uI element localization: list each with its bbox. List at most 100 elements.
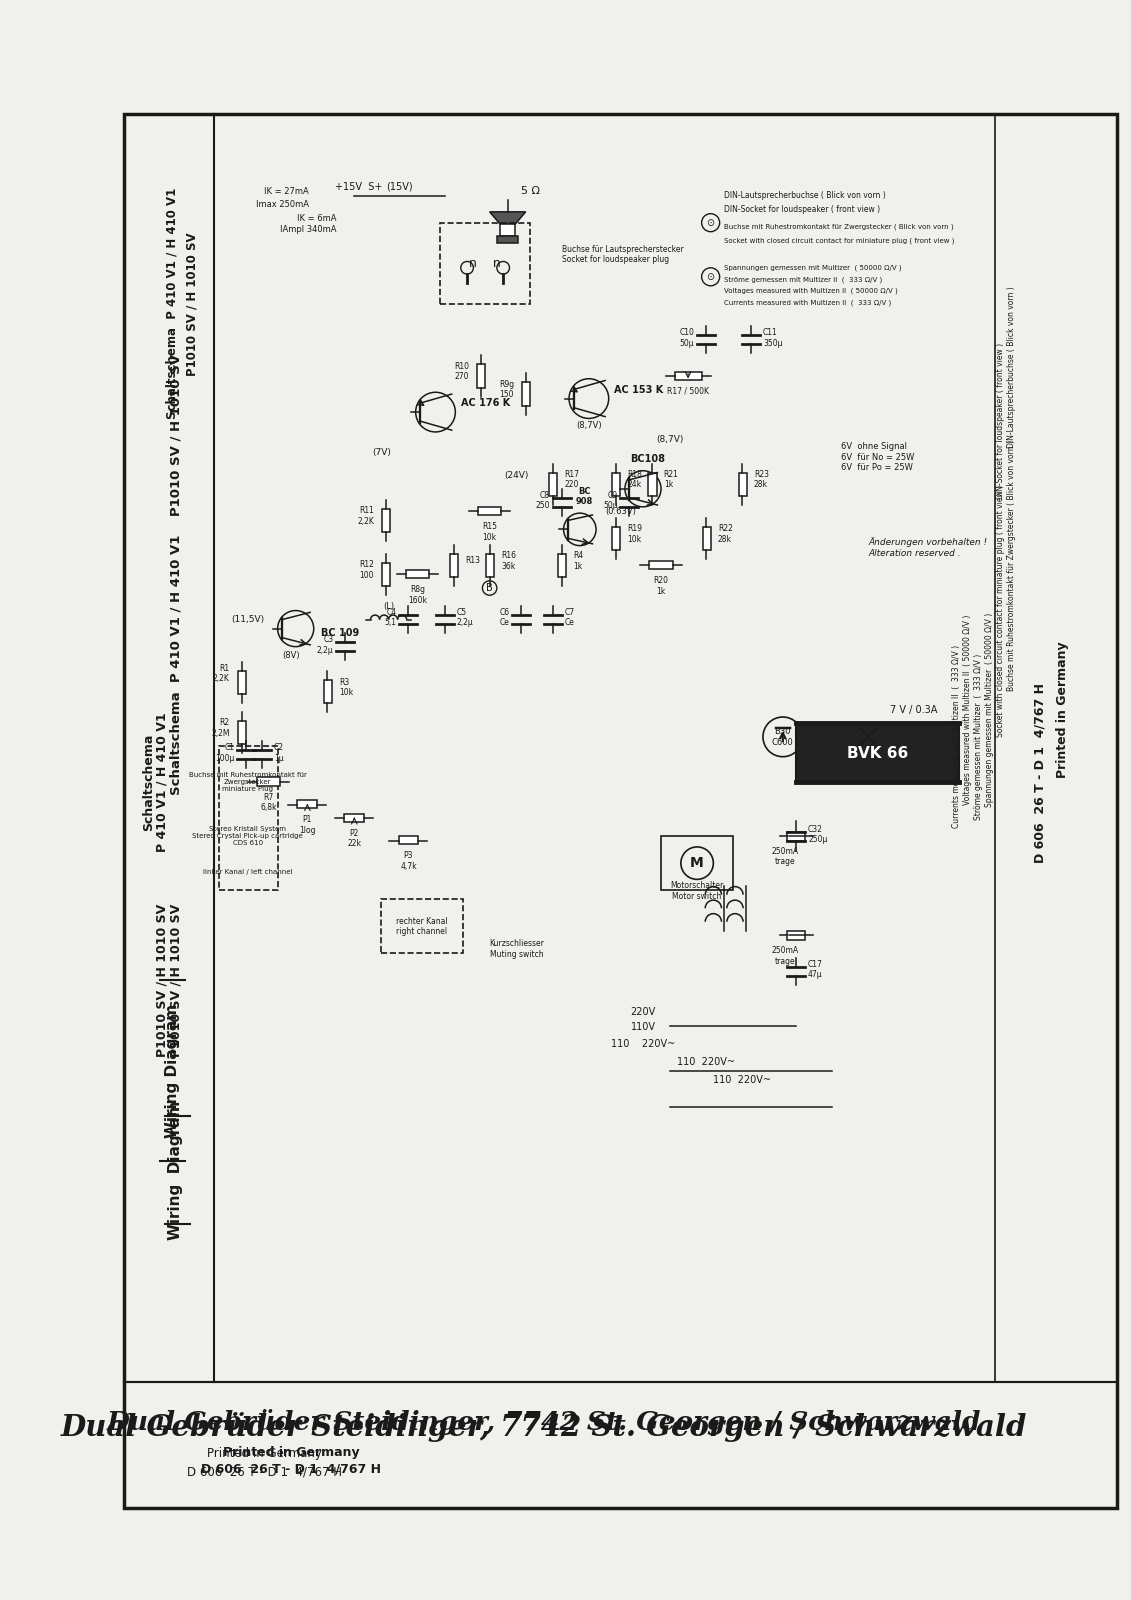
Text: Currents measured with Multizen II  (  333 Ω/V ): Currents measured with Multizen II ( 333… — [724, 299, 891, 306]
Text: C3
2,2µ: C3 2,2µ — [317, 635, 334, 654]
Text: Stereo Kristall System
Stereo Crystal Pick-up cartridge
CDS 610: Stereo Kristall System Stereo Crystal Pi… — [192, 826, 303, 846]
Text: (0.63V): (0.63V) — [605, 507, 636, 515]
Text: 6V  ohne Signal
6V  für No = 25W
6V  für Po = 25W: 6V ohne Signal 6V für No = 25W 6V für Po… — [841, 442, 915, 472]
Text: R13: R13 — [465, 557, 481, 565]
Text: R8g
160k: R8g 160k — [408, 586, 428, 605]
Bar — [219, 746, 277, 890]
Text: C4
5,1: C4 5,1 — [385, 608, 397, 627]
Bar — [559, 554, 567, 578]
Text: C17
47µ: C17 47µ — [808, 960, 823, 979]
Text: Voltages measured with Multizen II  ( 50000 Ω/V ): Voltages measured with Multizen II ( 500… — [724, 288, 898, 294]
Text: Printed in Germany: Printed in Germany — [1056, 642, 1069, 778]
Bar — [523, 382, 530, 406]
Text: IK = 27mA: IK = 27mA — [265, 187, 309, 195]
Text: Ströme gemessen mit Multizer  (  333 Ω/V ): Ströme gemessen mit Multizer ( 333 Ω/V ) — [974, 654, 983, 819]
Bar — [297, 800, 318, 808]
Bar — [796, 723, 959, 782]
Text: Dual Gebrüder Steidinger, 7742 St. Georgen / Schwarzwald: Dual Gebrüder Steidinger, 7742 St. Georg… — [61, 1411, 1027, 1442]
Text: ⊙: ⊙ — [707, 218, 715, 227]
Bar — [787, 931, 805, 939]
Text: C7
Ce: C7 Ce — [564, 608, 575, 627]
Bar — [382, 509, 390, 533]
Text: B: B — [486, 582, 493, 594]
Text: R11
2,2K: R11 2,2K — [357, 506, 374, 525]
Text: BC
908: BC 908 — [576, 486, 593, 506]
Text: C5
2,2µ: C5 2,2µ — [456, 608, 473, 627]
Text: (8,7V): (8,7V) — [656, 435, 684, 443]
Text: R21
1k: R21 1k — [664, 470, 679, 490]
Bar — [345, 813, 364, 822]
Text: Currents measured with Multizen II  (  333 Ω/V ): Currents measured with Multizen II ( 333… — [952, 645, 961, 829]
Text: R10
270: R10 270 — [454, 362, 469, 381]
Bar — [478, 507, 501, 515]
Bar — [661, 837, 733, 890]
Text: ⊙: ⊙ — [707, 272, 715, 282]
Bar — [382, 563, 390, 586]
Text: 250mA
trage: 250mA trage — [772, 846, 800, 866]
Text: (24V): (24V) — [504, 470, 529, 480]
Text: Schaltschema  P 410 V1 / H 410 V1: Schaltschema P 410 V1 / H 410 V1 — [165, 189, 179, 419]
Text: R4
1k: R4 1k — [573, 552, 584, 571]
Text: Socket with closed circuit contact for miniature plug ( front view ): Socket with closed circuit contact for m… — [995, 485, 1004, 736]
Text: C11
350µ: C11 350µ — [763, 328, 783, 347]
Text: M: M — [690, 856, 703, 870]
Bar — [648, 472, 656, 496]
Text: P 410 V1 / H 410 V1: P 410 V1 / H 410 V1 — [156, 712, 169, 851]
Text: Motorschalter
Motor switch: Motorschalter Motor switch — [671, 882, 724, 901]
Text: Buchse mit Ruhestromkontakt für Zwergstecker ( Blick von vorn ): Buchse mit Ruhestromkontakt für Zwergste… — [1007, 440, 1016, 691]
Polygon shape — [490, 211, 526, 224]
Text: R22
28k: R22 28k — [718, 525, 733, 544]
Text: Printed in Germany: Printed in Germany — [223, 1446, 360, 1459]
Text: R2
2,2M: R2 2,2M — [211, 718, 230, 738]
Bar — [550, 472, 558, 496]
Bar — [450, 554, 458, 578]
Text: R19
10k: R19 10k — [628, 525, 642, 544]
Text: 220V: 220V — [630, 1006, 656, 1018]
Text: C1
100µ: C1 100µ — [215, 744, 234, 763]
Text: Socket with closed circuit contact for miniature plug ( front view ): Socket with closed circuit contact for m… — [724, 237, 955, 243]
Text: C8
250: C8 250 — [536, 491, 550, 510]
Text: Printed in Germany: Printed in Germany — [207, 1448, 321, 1461]
Text: (7V): (7V) — [372, 448, 391, 458]
Text: D 606  26 T - D 1  4/767 H: D 606 26 T - D 1 4/767 H — [1034, 683, 1046, 862]
Text: n    n: n n — [469, 256, 501, 270]
Text: IK = 6mA: IK = 6mA — [296, 214, 336, 222]
Bar — [381, 899, 463, 954]
Text: D 606  26 T - D 1  4/767 H: D 606 26 T - D 1 4/767 H — [187, 1466, 342, 1478]
Text: R12
100: R12 100 — [360, 560, 374, 579]
Text: AC 153 K: AC 153 K — [614, 384, 664, 395]
Text: (11,5V): (11,5V) — [232, 614, 265, 624]
Text: R17
220: R17 220 — [564, 470, 579, 490]
Bar — [500, 224, 515, 237]
Text: Ströme gemessen mit Multizer II  (  333 Ω/V ): Ströme gemessen mit Multizer II ( 333 Ω/… — [724, 277, 882, 283]
Text: 110  220V~: 110 220V~ — [714, 1075, 771, 1085]
Text: R17 / 500K: R17 / 500K — [667, 387, 709, 395]
Text: Buchse für Lautsprecherstecker
Socket for loudspeaker plug: Buchse für Lautsprecherstecker Socket fo… — [562, 245, 683, 264]
Text: P1010 SV / H 1010 SV: P1010 SV / H 1010 SV — [185, 232, 198, 376]
Bar — [257, 778, 280, 786]
Text: AC 176 K: AC 176 K — [460, 398, 510, 408]
Text: DIN-Lautsprecherbuchse ( Blick von vorn ): DIN-Lautsprecherbuchse ( Blick von vorn … — [724, 190, 886, 200]
Text: DIN-Lautsprecherbuchse ( Blick von vorn ): DIN-Lautsprecherbuchse ( Blick von vorn … — [1007, 286, 1016, 448]
Text: P1010 SV / H 1010 SV: P1010 SV / H 1010 SV — [170, 904, 182, 1058]
Bar — [486, 554, 494, 578]
Text: 110V: 110V — [630, 1022, 656, 1032]
Bar — [398, 837, 418, 845]
Text: C2
1µ: C2 1µ — [274, 744, 284, 763]
Text: BVK 66: BVK 66 — [847, 746, 908, 760]
Text: R20
1k: R20 1k — [654, 576, 668, 595]
Text: IAmpl 340mA: IAmpl 340mA — [279, 226, 336, 234]
Text: (15V): (15V) — [386, 181, 413, 192]
Bar — [477, 365, 485, 387]
Text: (8V): (8V) — [283, 651, 300, 661]
Text: B30
C600: B30 C600 — [772, 726, 794, 747]
Text: 250mA
trage: 250mA trage — [772, 946, 800, 965]
Text: C9
50µ: C9 50µ — [603, 491, 618, 510]
Text: R3
10k: R3 10k — [339, 677, 353, 698]
Text: P3
4,7k: P3 4,7k — [400, 851, 416, 870]
Text: Spannungen gemessen mit Multizer  ( 50000 Ω/V ): Spannungen gemessen mit Multizer ( 50000… — [724, 264, 901, 270]
Text: Änderungen vorbehalten !
Alteration reserved .: Änderungen vorbehalten ! Alteration rese… — [869, 538, 987, 557]
Text: Kurzschliesser
Muting switch: Kurzschliesser Muting switch — [490, 939, 544, 958]
Text: R16
36k: R16 36k — [501, 552, 517, 571]
Text: +15V  S+: +15V S+ — [335, 181, 382, 192]
